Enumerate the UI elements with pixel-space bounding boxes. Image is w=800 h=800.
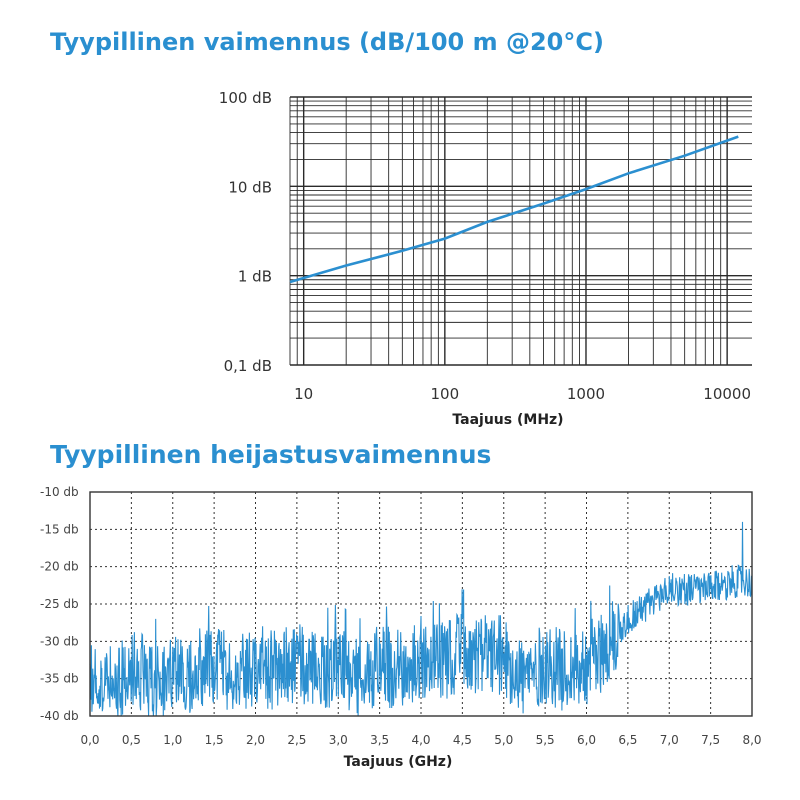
attenuation-chart-title: Tyypillinen vaimennus (dB/100 m @20°C) bbox=[50, 28, 604, 56]
plot-frame bbox=[89, 491, 753, 717]
x-tick-label: 3,0 bbox=[329, 733, 348, 747]
attenuation-chart: 10 100 1000 10000 0,1 dB 1 dB 10 dB 100 dB Taaju… bbox=[219, 89, 752, 428]
x-tick-label: 10 bbox=[294, 385, 313, 403]
x-tick-label: 5,5 bbox=[536, 733, 555, 747]
x-tick-label: 1,0 bbox=[163, 733, 182, 747]
x-tick-label: 1000 bbox=[567, 385, 605, 403]
x-tick-label: 6,0 bbox=[577, 733, 596, 747]
y-tick-label: -15 db bbox=[40, 522, 79, 536]
x-tick-label: 4,5 bbox=[453, 733, 472, 747]
x-tick-label: 6,5 bbox=[618, 733, 637, 747]
x-tick-label: 7,5 bbox=[701, 733, 720, 747]
x-tick-label: 100 bbox=[431, 385, 460, 403]
x-axis-label: Taajuus (GHz) bbox=[344, 754, 453, 770]
return-loss-series-line bbox=[89, 521, 753, 717]
y-tick-label: -40 db bbox=[40, 709, 79, 723]
x-tick-label: 8,0 bbox=[742, 733, 761, 747]
y-tick-label: -35 db bbox=[40, 672, 79, 686]
y-tick-label: -30 db bbox=[40, 634, 79, 648]
y-tick-label: -25 db bbox=[40, 597, 79, 611]
y-tick-label: 100 dB bbox=[219, 89, 272, 107]
return-loss-chart-title: Tyypillinen heijastusvaimennus bbox=[50, 440, 492, 469]
y-tick-label: 0,1 dB bbox=[224, 357, 272, 375]
attenuation-series-line bbox=[289, 135, 739, 284]
y-tick-label: 10 dB bbox=[228, 178, 272, 196]
x-tick-label: 1,5 bbox=[205, 733, 224, 747]
x-tick-label: 7,0 bbox=[660, 733, 679, 747]
x-axis-label: Taajuus (MHz) bbox=[452, 412, 563, 428]
y-tick-label: 1 dB bbox=[238, 268, 272, 286]
x-tick-label: 0,5 bbox=[122, 733, 141, 747]
x-tick-label: 2,0 bbox=[246, 733, 265, 747]
y-tick-label: -20 db bbox=[40, 560, 79, 574]
x-tick-label: 0,0 bbox=[80, 733, 99, 747]
x-tick-label: 10000 bbox=[703, 385, 751, 403]
x-tick-label: 2,5 bbox=[287, 733, 306, 747]
x-tick-label: 3,5 bbox=[370, 733, 389, 747]
x-tick-label: 4,0 bbox=[411, 733, 430, 747]
x-tick-label: 5,0 bbox=[494, 733, 513, 747]
y-tick-label: -10 db bbox=[40, 485, 79, 499]
